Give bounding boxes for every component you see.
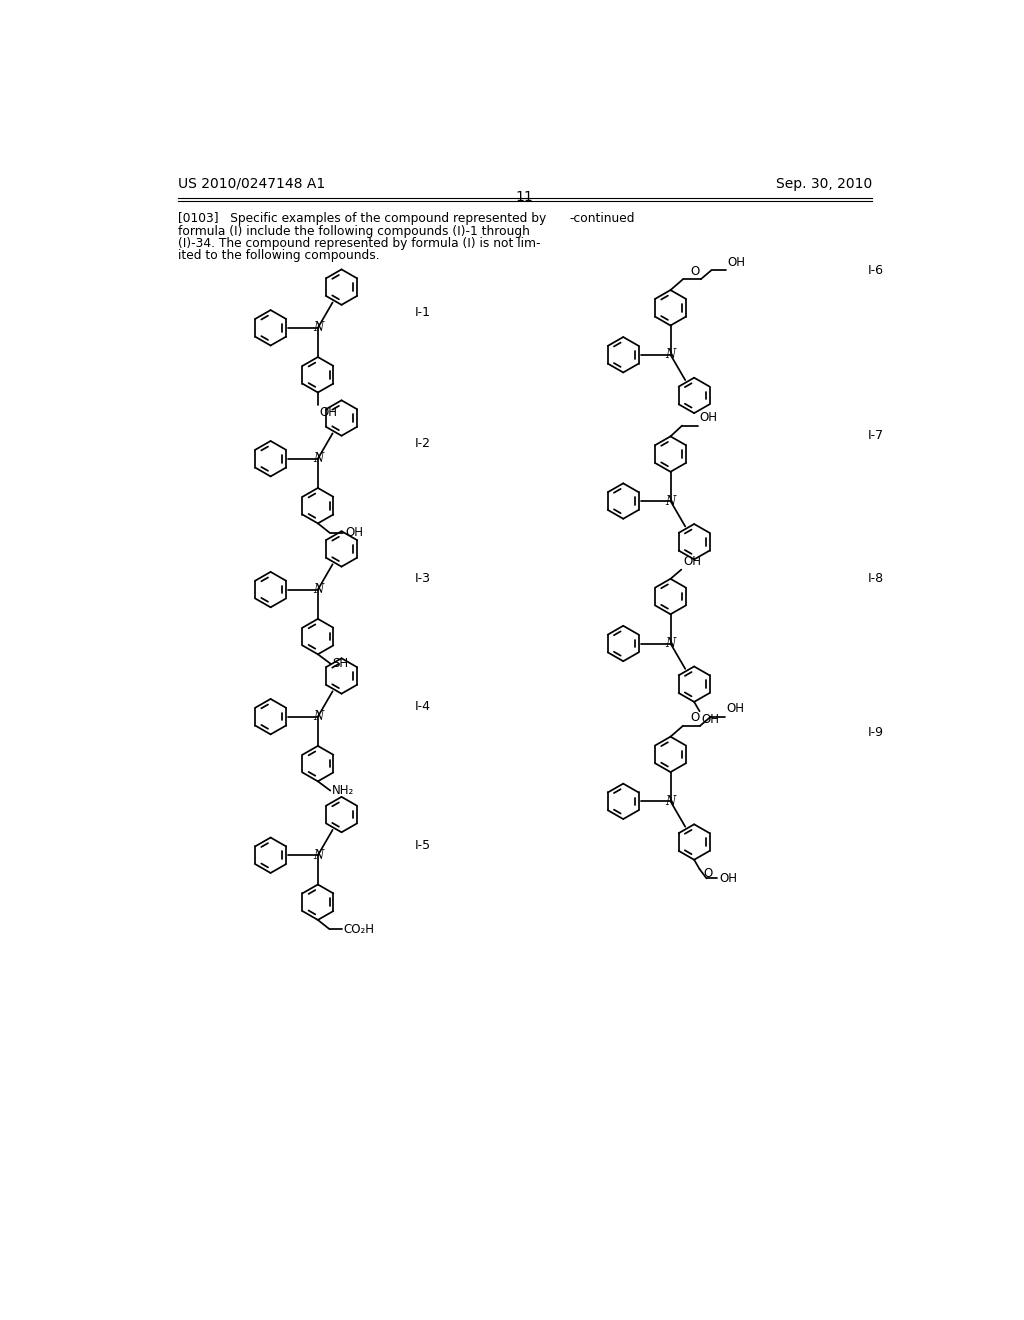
Text: [0103]   Specific examples of the compound represented by: [0103] Specific examples of the compound… [178, 213, 547, 226]
Text: OH: OH [727, 256, 745, 268]
Text: O: O [690, 265, 700, 277]
Text: N: N [312, 849, 323, 862]
Text: SH: SH [332, 657, 348, 671]
Text: -continued: -continued [569, 213, 635, 226]
Text: O: O [703, 867, 713, 880]
Text: US 2010/0247148 A1: US 2010/0247148 A1 [178, 177, 326, 191]
Text: Sep. 30, 2010: Sep. 30, 2010 [776, 177, 872, 191]
Text: 11: 11 [516, 190, 534, 205]
Text: OH: OH [726, 702, 744, 715]
Text: OH: OH [699, 411, 717, 424]
Text: I-9: I-9 [868, 726, 884, 739]
Text: I-2: I-2 [415, 437, 431, 450]
Text: NH₂: NH₂ [332, 784, 354, 797]
Text: I-6: I-6 [868, 264, 884, 277]
Text: I-1: I-1 [415, 306, 431, 319]
Text: OH: OH [719, 873, 737, 884]
Text: formula (I) include the following compounds (I)-1 through: formula (I) include the following compou… [178, 224, 530, 238]
Text: O: O [690, 711, 699, 725]
Text: N: N [312, 710, 323, 723]
Text: OH: OH [345, 527, 362, 539]
Text: N: N [312, 321, 323, 334]
Text: ited to the following compounds.: ited to the following compounds. [178, 249, 380, 263]
Text: I-8: I-8 [868, 572, 885, 585]
Text: N: N [666, 638, 676, 649]
Text: N: N [312, 583, 323, 597]
Text: I-5: I-5 [415, 838, 431, 851]
Text: I-7: I-7 [868, 429, 885, 442]
Text: N: N [666, 348, 676, 362]
Text: N: N [666, 495, 676, 508]
Text: OH: OH [319, 407, 338, 420]
Text: (I)-34. The compound represented by formula (I) is not lim-: (I)-34. The compound represented by form… [178, 238, 541, 249]
Text: OH: OH [683, 554, 700, 568]
Text: I-3: I-3 [415, 572, 431, 585]
Text: I-4: I-4 [415, 700, 431, 713]
Text: N: N [666, 795, 676, 808]
Text: N: N [312, 453, 323, 465]
Text: OH: OH [701, 713, 719, 726]
Text: CO₂H: CO₂H [343, 923, 375, 936]
